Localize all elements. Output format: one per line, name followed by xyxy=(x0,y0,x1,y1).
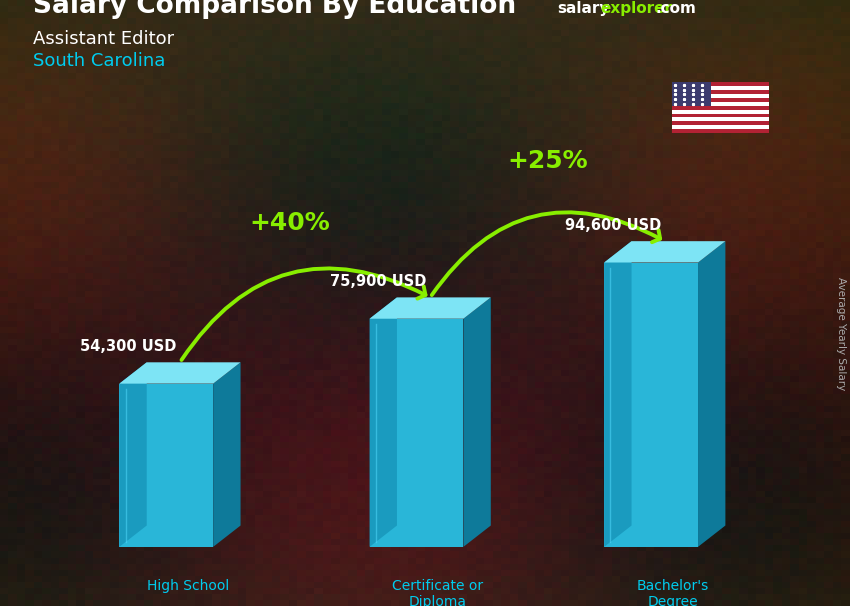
Polygon shape xyxy=(604,262,698,547)
Text: +40%: +40% xyxy=(249,211,330,235)
Text: 75,900 USD: 75,900 USD xyxy=(331,275,427,290)
Bar xyxy=(672,121,769,125)
Bar xyxy=(672,90,769,94)
Bar xyxy=(672,94,769,98)
Text: Average Yearly Salary: Average Yearly Salary xyxy=(836,277,846,390)
Polygon shape xyxy=(604,241,632,547)
Bar xyxy=(672,82,711,105)
Bar xyxy=(672,129,769,133)
Text: Assistant Editor: Assistant Editor xyxy=(33,30,174,48)
Text: Bachelor's
Degree: Bachelor's Degree xyxy=(637,579,709,606)
Text: .com: .com xyxy=(656,1,697,16)
Text: +25%: +25% xyxy=(507,149,588,173)
Bar xyxy=(672,98,769,102)
Text: salary: salary xyxy=(558,1,609,16)
Text: Salary Comparison By Education: Salary Comparison By Education xyxy=(33,0,517,19)
Polygon shape xyxy=(370,319,463,547)
Text: Certificate or
Diploma: Certificate or Diploma xyxy=(393,579,484,606)
Bar xyxy=(672,118,769,121)
Text: explorer: explorer xyxy=(600,1,672,16)
Bar xyxy=(672,86,769,90)
Text: 94,600 USD: 94,600 USD xyxy=(565,218,661,233)
Polygon shape xyxy=(370,298,490,319)
Text: High School: High School xyxy=(147,579,229,593)
Bar xyxy=(672,102,769,105)
Text: South Carolina: South Carolina xyxy=(33,52,166,70)
Bar xyxy=(672,105,769,110)
Bar xyxy=(672,82,769,86)
Text: 54,300 USD: 54,300 USD xyxy=(80,339,177,355)
Polygon shape xyxy=(370,298,397,547)
Bar xyxy=(672,125,769,129)
Bar xyxy=(672,113,769,118)
Polygon shape xyxy=(119,384,213,547)
Polygon shape xyxy=(119,362,241,384)
Polygon shape xyxy=(119,362,147,547)
Polygon shape xyxy=(698,241,725,547)
Polygon shape xyxy=(213,362,241,547)
Bar xyxy=(672,110,769,113)
Polygon shape xyxy=(604,241,725,262)
Polygon shape xyxy=(463,298,490,547)
